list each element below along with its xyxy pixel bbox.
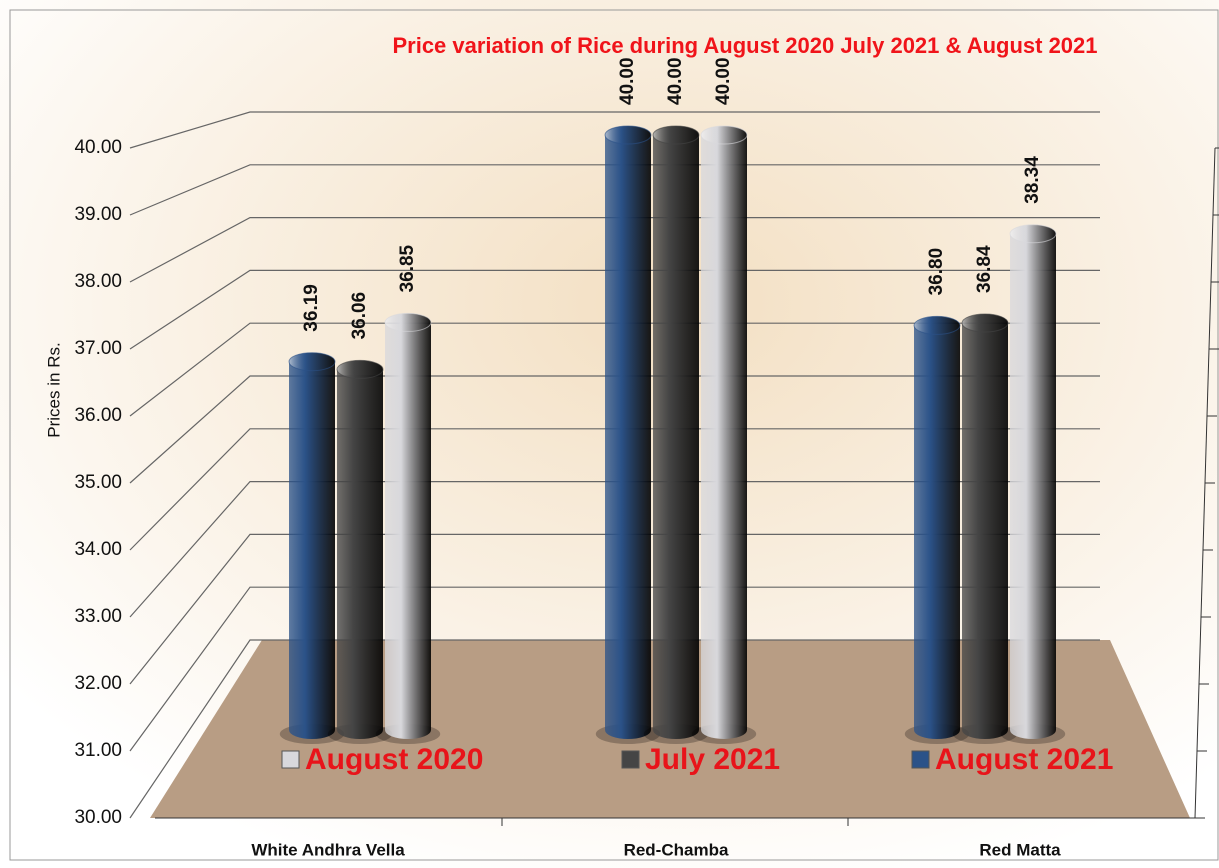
legend-swatch	[911, 750, 930, 769]
y-tick-label: 30.00	[74, 807, 122, 828]
y-axis-label: Prices in Rs.	[44, 342, 63, 437]
y-tick-label: 36.00	[74, 405, 122, 426]
value-label: 36.19	[301, 284, 322, 332]
value-label: 40.00	[713, 57, 734, 105]
bar-top	[913, 315, 961, 335]
bar-top	[652, 125, 700, 145]
bar	[337, 360, 383, 739]
y-tick-label: 33.00	[74, 606, 122, 627]
bar	[653, 126, 699, 739]
bar-top	[961, 313, 1009, 333]
bar	[914, 316, 960, 739]
grid-line	[129, 375, 1100, 484]
grid-line	[129, 533, 1100, 685]
bar	[605, 126, 651, 739]
legend-swatch	[621, 750, 640, 769]
value-label: 40.00	[617, 57, 638, 105]
grid-line	[129, 111, 1100, 149]
bar-top	[336, 359, 384, 379]
chart-title: Price variation of Rice during August 20…	[392, 33, 1097, 58]
value-label: 36.84	[974, 245, 995, 293]
grid-line	[129, 164, 1100, 216]
y-tick-label: 37.00	[74, 338, 122, 359]
bar-top	[288, 352, 336, 372]
x-tick-label: White Andhra Vella	[251, 840, 405, 859]
legend-swatch	[281, 750, 300, 769]
grid-line	[129, 428, 1100, 551]
value-label: 36.06	[349, 292, 370, 340]
y-tick-label: 35.00	[74, 472, 122, 493]
value-label: 38.34	[1022, 156, 1043, 204]
bar	[385, 313, 431, 739]
y-tick-label: 38.00	[74, 271, 122, 292]
chart-border	[9, 9, 1219, 861]
grid-line	[129, 639, 1100, 819]
value-label: 36.85	[397, 244, 418, 292]
y-tick-label: 40.00	[74, 137, 122, 158]
grid-line	[129, 481, 1100, 618]
y-tick-label: 32.00	[74, 673, 122, 694]
bar	[289, 352, 335, 739]
bar-top	[604, 125, 652, 145]
grid-line	[129, 269, 1100, 350]
bar	[962, 314, 1008, 739]
bar	[701, 126, 747, 739]
bar-top	[700, 125, 748, 145]
legend-label: July 2021	[645, 743, 780, 776]
legend-label: August 2020	[305, 743, 483, 776]
y-tick-label: 31.00	[74, 740, 122, 761]
bar-top	[1009, 224, 1057, 244]
grid-line	[129, 217, 1100, 283]
value-label: 40.00	[665, 57, 686, 105]
x-tick-label: Red Matta	[979, 840, 1061, 859]
legend-label: August 2021	[935, 743, 1113, 776]
bar-top	[384, 312, 432, 332]
grid-line	[129, 586, 1100, 752]
value-label: 36.80	[926, 248, 947, 296]
y-tick-label: 39.00	[74, 204, 122, 225]
grid-line	[129, 322, 1100, 417]
y-tick-label: 34.00	[74, 539, 122, 560]
bar	[1010, 224, 1056, 739]
x-tick-label: Red-Chamba	[624, 840, 729, 859]
